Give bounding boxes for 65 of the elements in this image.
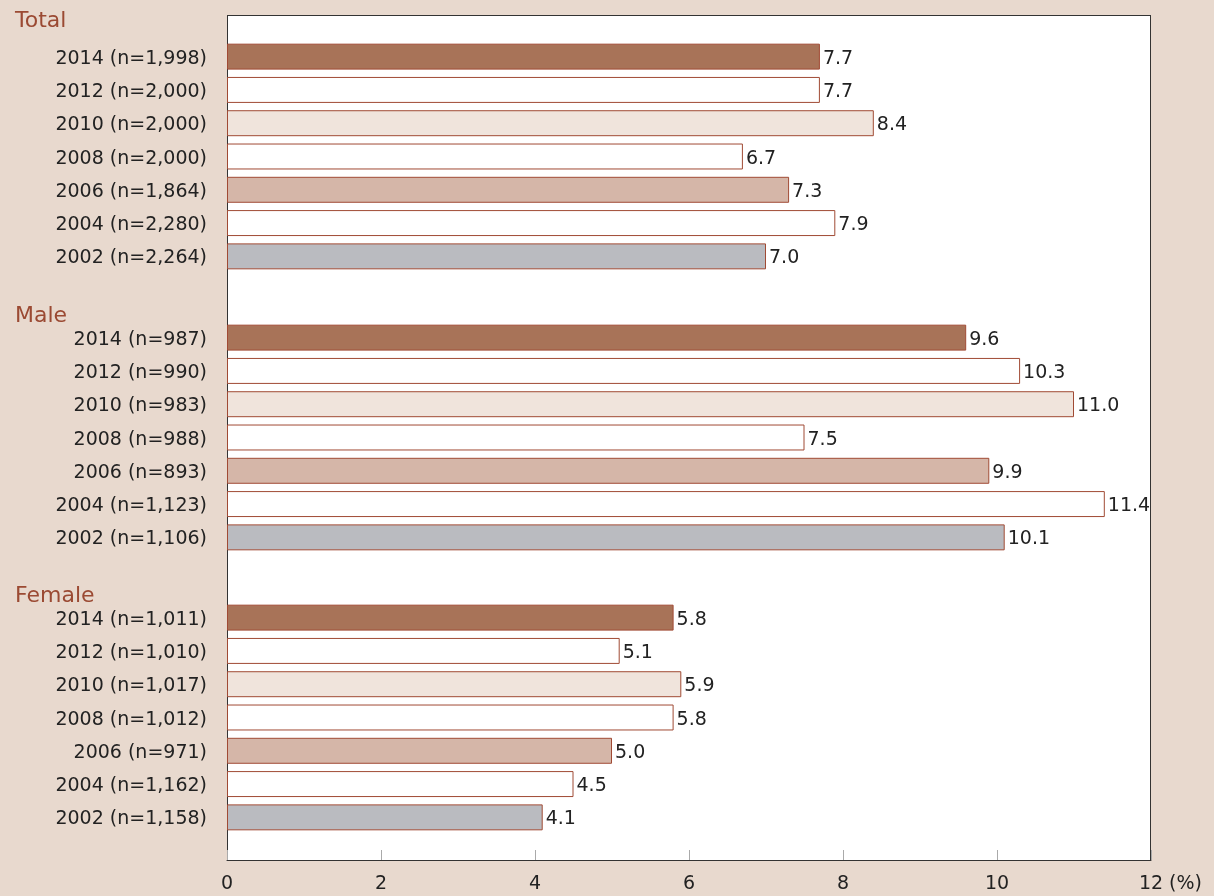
y-tick-label: 2014 (n=1,011) xyxy=(55,606,207,629)
data-label: 4.5 xyxy=(576,773,607,796)
y-tick-label: 2010 (n=1,017) xyxy=(55,673,207,696)
data-label: 5.8 xyxy=(676,706,707,729)
bar xyxy=(227,524,1005,551)
y-tick-label: 2004 (n=1,162) xyxy=(55,773,207,796)
data-label: 7.5 xyxy=(807,426,838,449)
bar xyxy=(227,671,682,698)
y-tick-label: 2004 (n=2,280) xyxy=(55,212,207,235)
x-tick-label: 8 xyxy=(836,870,850,893)
y-tick-label: 2012 (n=2,000) xyxy=(55,78,207,101)
y-tick-label: 2002 (n=1,158) xyxy=(55,806,207,829)
y-tick-label: 2008 (n=1,012) xyxy=(55,706,207,729)
data-label: 5.9 xyxy=(684,673,715,696)
data-label: 5.8 xyxy=(676,606,707,629)
y-tick-label: 2012 (n=1,010) xyxy=(55,639,207,662)
x-tick-label: 0 xyxy=(220,870,234,893)
data-label: 9.6 xyxy=(969,326,1000,349)
data-label: 5.1 xyxy=(622,639,653,662)
data-label: 10.1 xyxy=(1007,526,1051,549)
y-tick-label: 2012 (n=990) xyxy=(73,359,207,382)
data-label: 4.1 xyxy=(545,806,576,829)
x-tick-label: 2 xyxy=(374,870,388,893)
bar xyxy=(227,457,990,484)
data-label: 5.0 xyxy=(615,739,646,762)
bar xyxy=(227,737,612,764)
bar xyxy=(227,804,543,831)
text: Total xyxy=(14,6,67,32)
data-label: 10.3 xyxy=(1023,359,1066,382)
text: Male xyxy=(15,301,68,327)
y-tick-label: 2006 (n=971) xyxy=(73,739,207,762)
data-label: 11.0 xyxy=(1077,393,1120,416)
bar xyxy=(227,243,766,270)
y-tick-label: 2008 (n=988) xyxy=(73,426,207,449)
y-tick-label: 2002 (n=2,264) xyxy=(55,245,207,268)
bar xyxy=(227,110,874,137)
chart-title: Female xyxy=(15,581,95,607)
bar xyxy=(227,176,790,203)
x-tick-label: 4 xyxy=(528,870,542,893)
data-label: 8.4 xyxy=(876,112,908,135)
x-tick-label: 6 xyxy=(682,870,696,893)
x-tick-label: 10 xyxy=(984,870,1010,893)
y-tick-label: 2008 (n=2,000) xyxy=(55,145,207,168)
data-label: 6.7 xyxy=(745,145,777,168)
data-label: 11.4 xyxy=(1107,493,1151,516)
y-tick-label: 2004 (n=1,123) xyxy=(55,493,207,516)
data-label: 9.9 xyxy=(992,459,1023,482)
data-label: 7.7 xyxy=(822,78,854,101)
data-label: 7.0 xyxy=(769,245,800,268)
x-axis-title: (%) xyxy=(1168,870,1202,893)
x-tick-label: 12 xyxy=(1138,870,1164,893)
y-tick-label: 2002 (n=1,106) xyxy=(55,526,207,549)
y-tick-label: 2014 (n=1,998) xyxy=(55,45,207,68)
data-label: 7.3 xyxy=(792,178,823,201)
bar xyxy=(227,604,674,631)
bar xyxy=(227,324,967,351)
bar xyxy=(227,43,820,70)
y-tick-label: 2006 (n=1,864) xyxy=(55,178,207,201)
data-label: 7.9 xyxy=(838,212,869,235)
y-tick-label: 2006 (n=893) xyxy=(73,459,207,482)
y-tick-label: 2014 (n=987) xyxy=(73,326,207,349)
data-label: 7.7 xyxy=(822,45,854,68)
bar xyxy=(227,391,1074,418)
y-tick-label: 2010 (n=983) xyxy=(73,393,207,416)
y-tick-label: 2010 (n=2,000) xyxy=(55,112,207,135)
